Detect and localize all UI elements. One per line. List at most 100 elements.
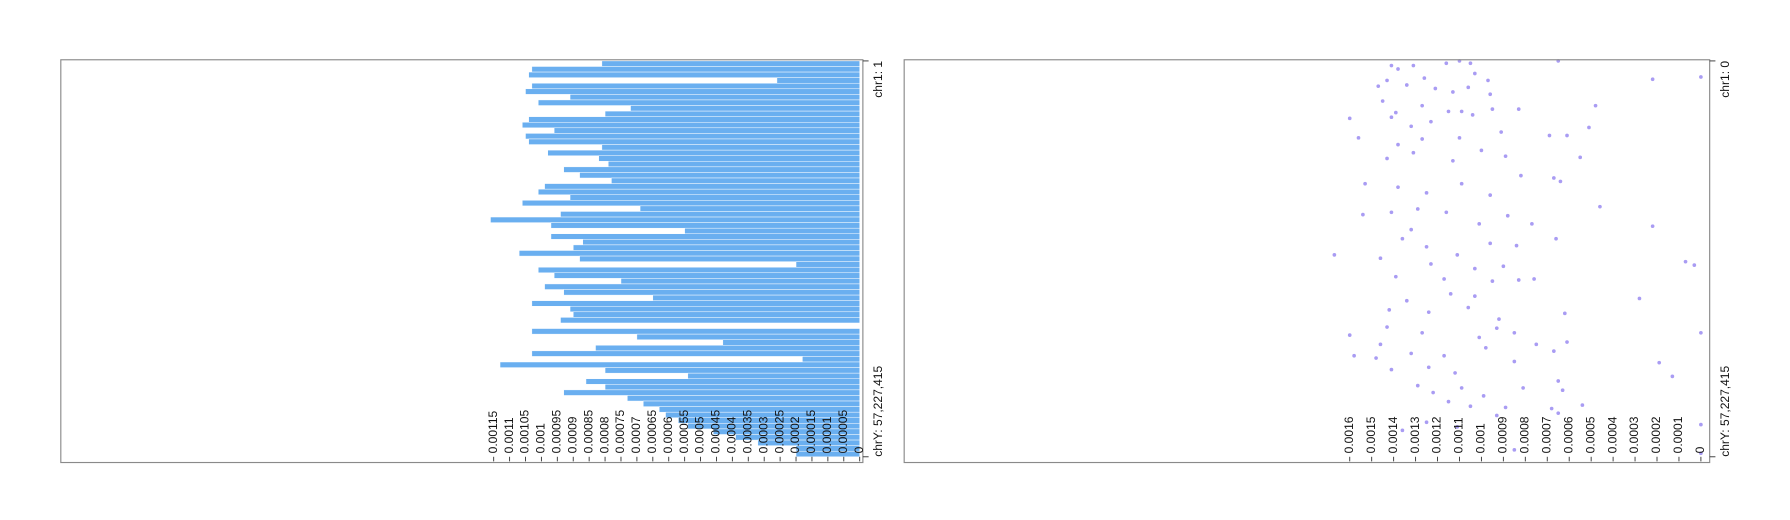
point [1380, 99, 1385, 103]
point [1488, 241, 1493, 246]
point [1400, 428, 1405, 433]
point [1356, 135, 1361, 140]
bar [544, 283, 860, 290]
point [1490, 279, 1495, 283]
point [1332, 253, 1337, 257]
point [1490, 107, 1495, 111]
point [1446, 399, 1451, 404]
bar [560, 211, 860, 218]
point [1448, 291, 1453, 296]
bar [627, 395, 860, 402]
bar [652, 294, 860, 301]
point [1424, 190, 1429, 195]
point [1455, 253, 1460, 257]
point [1451, 90, 1455, 94]
point [1650, 224, 1655, 228]
bar [525, 133, 860, 140]
value-tick-label: 0.0012 [1430, 416, 1444, 453]
bar [604, 384, 860, 391]
point [1477, 222, 1482, 226]
bar [630, 105, 860, 112]
point [1587, 125, 1591, 130]
value-tick-label: 0.001 [1474, 423, 1488, 453]
bar [601, 60, 860, 67]
bar [569, 94, 860, 101]
bar [544, 183, 860, 190]
bar [522, 122, 860, 129]
point [1396, 67, 1400, 71]
point [1451, 158, 1455, 163]
point [1442, 277, 1446, 281]
bar [525, 88, 860, 95]
bar [582, 239, 860, 246]
bar [537, 266, 860, 274]
position-tick-label: chrY: 57,227,415 [871, 366, 885, 457]
point [1420, 103, 1424, 108]
bar [550, 222, 860, 229]
value-tick-label: 0.0003 [1627, 416, 1641, 453]
point [1481, 394, 1486, 398]
point [1420, 330, 1424, 335]
value-tick-label: 0.00085 [581, 410, 595, 454]
point [1556, 411, 1561, 416]
bar [531, 82, 860, 90]
point [1578, 155, 1583, 160]
bar [499, 361, 860, 368]
value-tick-label: 0.00105 [518, 410, 532, 454]
point [1657, 360, 1662, 365]
point [1352, 353, 1356, 358]
point [1637, 296, 1642, 301]
bar [636, 333, 860, 340]
value-tick-label: 0.00115 [486, 410, 500, 453]
bar [531, 328, 860, 335]
panel-frame [903, 59, 1711, 464]
panel-frame [60, 59, 864, 464]
point [1556, 379, 1561, 383]
point [1404, 83, 1409, 87]
point [1409, 227, 1414, 232]
point [1389, 210, 1394, 215]
point [1562, 311, 1567, 316]
point [1466, 305, 1471, 310]
value-tick-label: 0.0007 [1539, 416, 1553, 453]
bar [643, 400, 860, 407]
point [1393, 110, 1398, 115]
point [1519, 173, 1523, 178]
point [1472, 71, 1477, 76]
point [1457, 135, 1462, 140]
point [1429, 262, 1433, 266]
point [1552, 349, 1556, 353]
bar [687, 372, 860, 379]
bar [795, 261, 860, 268]
bar [598, 155, 860, 162]
value-tick-label: 0.0016 [1342, 416, 1356, 453]
point [1378, 256, 1383, 261]
value-tick-label: 0.0005 [1583, 416, 1597, 453]
bar [528, 71, 860, 78]
point [1459, 109, 1464, 114]
bar [620, 278, 860, 285]
value-tick-label: 0.0006 [661, 416, 675, 453]
point [1374, 356, 1378, 360]
point [1593, 103, 1598, 108]
point [1565, 133, 1569, 138]
bar [531, 66, 860, 73]
point [1683, 259, 1688, 264]
point [1516, 107, 1521, 111]
point [1411, 63, 1416, 68]
point [1494, 413, 1499, 418]
bar [569, 194, 860, 201]
bar [611, 177, 860, 184]
value-tick-label: 0.0003 [756, 416, 770, 453]
point [1415, 383, 1420, 388]
bar [573, 244, 860, 251]
value-tick-label: 0.001 [534, 423, 548, 453]
point [1512, 359, 1517, 364]
point [1503, 405, 1508, 410]
point [1516, 278, 1521, 282]
point [1560, 388, 1565, 393]
point [1486, 78, 1490, 83]
value-tick-label: 0.00005 [836, 410, 850, 454]
